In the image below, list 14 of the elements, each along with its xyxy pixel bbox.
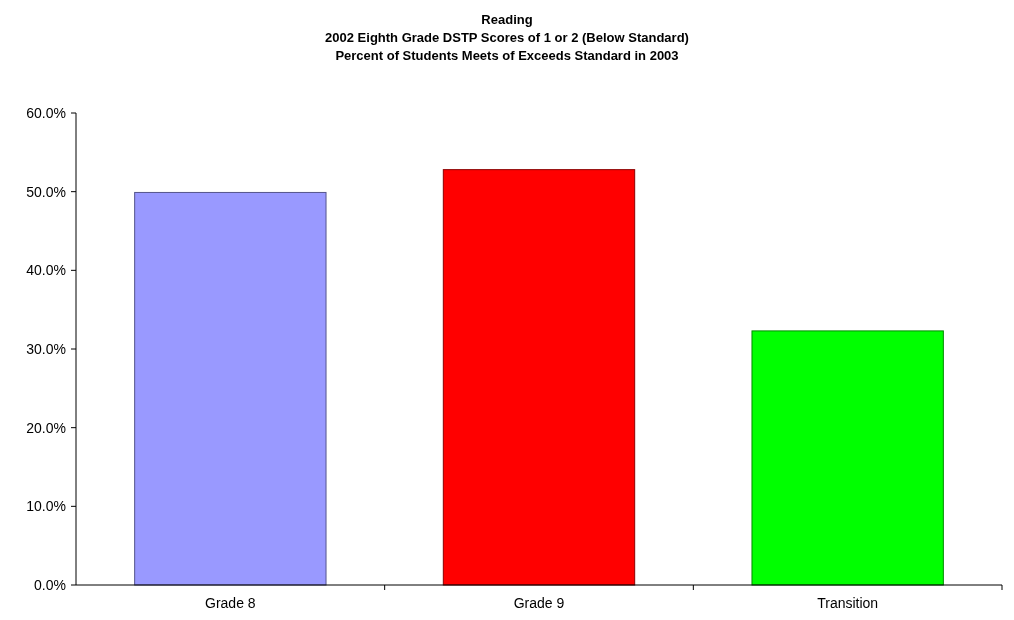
y-tick-label: 60.0% xyxy=(26,104,66,121)
y-tick-label: 50.0% xyxy=(26,183,66,200)
chart-title: Reading 2002 Eighth Grade DSTP Scores of 1 or 2 (Below Standard) Percent of Students Meets of Exceeds Standard in 2003 xyxy=(325,12,689,63)
bar xyxy=(751,330,944,586)
y-tick-label: 10.0% xyxy=(26,498,66,515)
y-tick-label: 20.0% xyxy=(26,419,66,436)
x-tick-label: Grade 8 xyxy=(205,595,256,611)
x-tick-label: Transition xyxy=(817,595,879,611)
y-tick-label: 0.0% xyxy=(34,576,66,593)
bar xyxy=(442,169,636,586)
y-tick-label: 30.0% xyxy=(26,340,66,357)
bar xyxy=(134,191,327,586)
y-tick-label: 40.0% xyxy=(26,262,66,279)
x-tick-label: Grade 9 xyxy=(513,595,565,611)
